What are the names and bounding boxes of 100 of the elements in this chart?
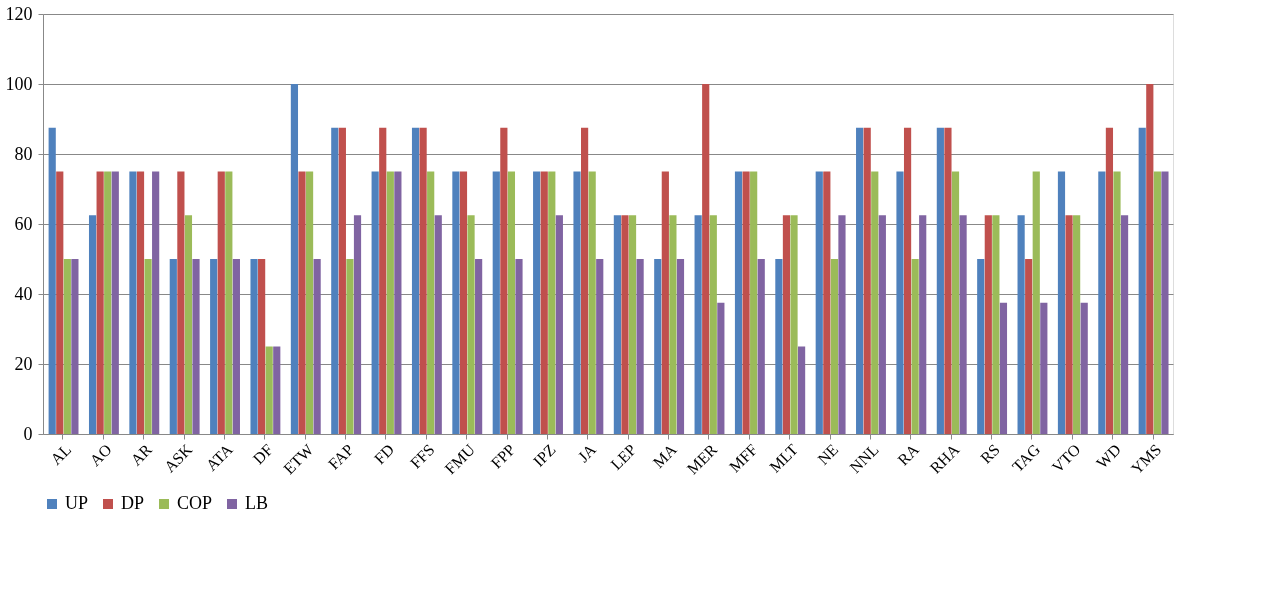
x-tick-label: FAP — [324, 440, 357, 473]
bar — [936, 127, 944, 434]
bar — [386, 171, 394, 434]
bar — [507, 171, 516, 434]
bar — [694, 215, 702, 434]
y-tick-label: 120 — [5, 3, 33, 24]
bar — [258, 259, 266, 434]
bar — [1098, 171, 1106, 434]
x-tick-label: IPZ — [529, 440, 559, 470]
x-tick-label: JA — [574, 440, 600, 466]
x-tick-label: RHA — [926, 440, 963, 477]
bar — [1025, 259, 1033, 434]
x-tick-label: FPP — [487, 440, 519, 472]
bar — [1120, 215, 1129, 434]
bar — [48, 127, 56, 434]
bar — [959, 215, 967, 434]
bar — [1105, 127, 1114, 434]
bar — [782, 215, 791, 434]
bar — [548, 171, 556, 434]
bar — [951, 171, 960, 434]
x-tick-label: AR — [127, 440, 156, 469]
bar — [313, 259, 321, 434]
bar — [88, 215, 97, 434]
bar — [581, 127, 589, 434]
bar — [232, 259, 240, 434]
bar — [71, 259, 79, 434]
bar — [823, 171, 831, 434]
bar — [911, 259, 919, 434]
bar — [411, 127, 420, 434]
bar — [742, 171, 750, 434]
bar — [210, 259, 218, 434]
legend-label: DP — [121, 493, 145, 513]
x-tick-label: WD — [1093, 440, 1124, 472]
x-tick-label: MA — [649, 440, 681, 472]
bar — [830, 259, 838, 434]
bar — [1161, 171, 1169, 434]
bar — [676, 259, 685, 434]
bar — [177, 171, 185, 434]
bar — [863, 127, 871, 434]
bar — [1065, 215, 1073, 434]
bar — [856, 127, 864, 434]
bar — [555, 215, 563, 434]
bar — [533, 171, 541, 434]
bar — [467, 215, 475, 434]
bar — [654, 259, 662, 434]
bar — [878, 215, 886, 434]
bar — [613, 215, 621, 434]
bar — [636, 259, 644, 434]
bar — [250, 259, 258, 434]
bar — [331, 127, 339, 434]
bar — [709, 215, 717, 434]
bar — [290, 84, 299, 434]
bar — [702, 84, 710, 434]
x-tick-label: RA — [894, 440, 923, 469]
bar — [1080, 302, 1088, 434]
bar — [750, 171, 758, 434]
bar — [734, 171, 743, 434]
bar — [273, 346, 281, 434]
bar — [96, 171, 104, 434]
bar — [540, 171, 548, 434]
bar — [815, 171, 823, 434]
bar — [152, 171, 160, 434]
bar — [661, 171, 669, 434]
bar — [338, 127, 346, 434]
bar — [838, 215, 846, 434]
bar — [379, 127, 387, 434]
bar — [984, 215, 992, 434]
y-tick-label: 20 — [14, 353, 33, 374]
bar — [1153, 171, 1161, 434]
x-tick-label: FD — [370, 440, 398, 468]
bar — [419, 127, 427, 434]
bar — [1057, 171, 1066, 434]
bar — [588, 171, 596, 434]
bar — [452, 171, 460, 434]
legend-label: UP — [65, 493, 89, 513]
bar — [1017, 215, 1025, 434]
y-tick-label: 40 — [14, 283, 33, 304]
bar — [798, 346, 806, 434]
bar — [621, 215, 629, 434]
y-tick-label: 60 — [14, 213, 33, 234]
bar — [628, 215, 637, 434]
x-tick-label: AL — [47, 440, 75, 468]
bar — [919, 215, 927, 434]
bar — [992, 215, 1000, 434]
bar — [1032, 171, 1040, 434]
x-tick-label: AO — [86, 440, 115, 470]
bar — [459, 171, 468, 434]
y-tick-label: 0 — [23, 423, 33, 444]
bar — [1040, 302, 1048, 434]
bar — [944, 127, 952, 434]
bar — [515, 259, 523, 434]
bar — [871, 171, 879, 434]
bar — [757, 259, 765, 434]
bar — [573, 171, 581, 434]
bar — [346, 259, 354, 434]
bar — [1113, 171, 1121, 434]
x-tick-label: LEP — [607, 440, 640, 473]
bar — [56, 171, 64, 434]
bar — [169, 259, 177, 434]
x-tick-label: DF — [249, 440, 277, 468]
